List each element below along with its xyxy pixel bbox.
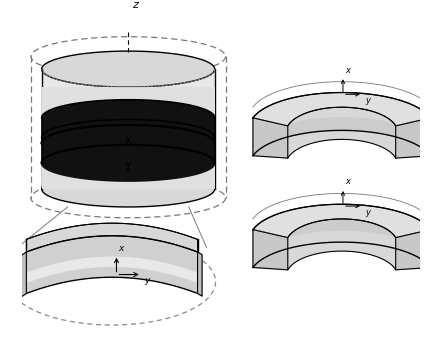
Polygon shape <box>253 93 431 126</box>
Polygon shape <box>42 145 215 181</box>
Polygon shape <box>42 100 215 136</box>
Polygon shape <box>27 236 198 273</box>
Polygon shape <box>42 145 215 181</box>
Text: z: z <box>132 0 137 10</box>
Polygon shape <box>27 267 198 293</box>
Polygon shape <box>42 125 215 161</box>
Polygon shape <box>198 252 202 296</box>
Polygon shape <box>253 93 431 131</box>
Polygon shape <box>42 120 215 155</box>
Text: y: y <box>366 208 370 217</box>
Polygon shape <box>253 230 288 270</box>
Polygon shape <box>253 118 288 158</box>
Polygon shape <box>42 120 215 155</box>
Text: x: x <box>345 177 350 186</box>
Polygon shape <box>21 252 27 297</box>
Text: y: y <box>145 276 150 285</box>
Text: y: y <box>366 96 370 105</box>
Polygon shape <box>42 171 215 207</box>
Text: x: x <box>118 244 124 253</box>
Polygon shape <box>396 118 431 158</box>
Polygon shape <box>253 204 431 238</box>
Polygon shape <box>42 51 215 87</box>
Polygon shape <box>288 219 396 270</box>
Polygon shape <box>42 69 215 189</box>
Polygon shape <box>253 216 431 256</box>
Polygon shape <box>42 163 215 189</box>
Polygon shape <box>253 204 431 268</box>
Polygon shape <box>42 125 215 161</box>
Polygon shape <box>288 107 396 158</box>
Polygon shape <box>27 223 198 252</box>
Polygon shape <box>27 236 198 293</box>
Polygon shape <box>42 118 215 143</box>
Text: x: x <box>345 65 350 75</box>
Polygon shape <box>42 138 215 143</box>
Polygon shape <box>253 93 431 156</box>
Polygon shape <box>42 87 215 118</box>
Polygon shape <box>253 117 431 156</box>
Polygon shape <box>42 138 215 163</box>
Polygon shape <box>396 230 431 270</box>
